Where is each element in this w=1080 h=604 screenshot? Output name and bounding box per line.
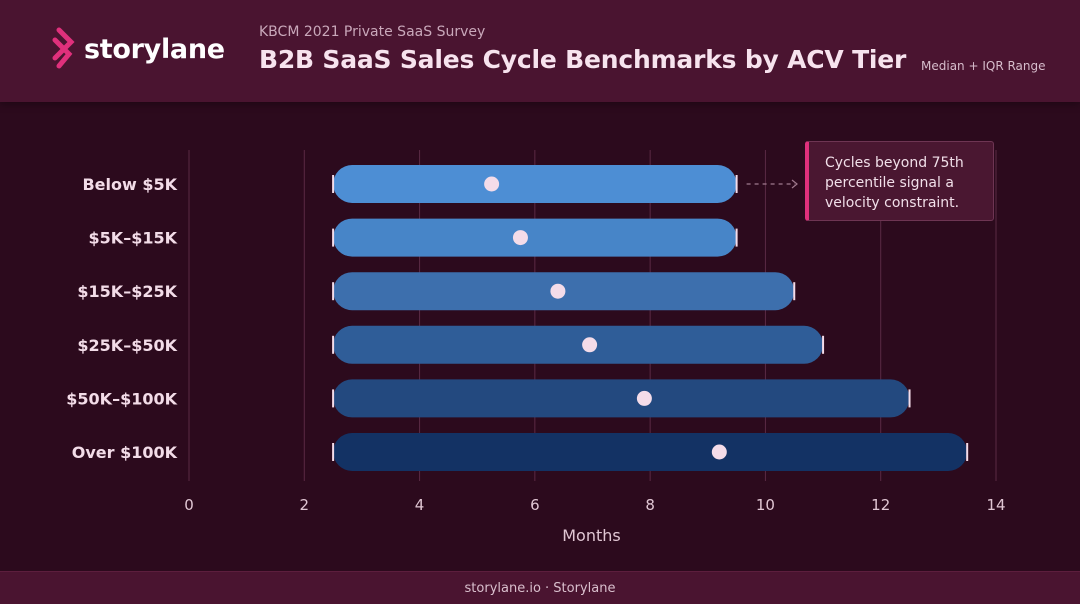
median-point (484, 176, 500, 192)
x-tick-label: 2 (300, 496, 310, 514)
category-labels: Below $5K $5K–$15K $15K–$25K $25K–$50K $50K–… (66, 175, 177, 462)
annotation-note: Cycles beyond 75th percentile signal a v… (805, 141, 994, 221)
annotation-connector (746, 179, 798, 189)
chart-title: B2B SaaS Sales Cycle Benchmarks by ACV T… (259, 45, 907, 74)
iqr-bar (333, 379, 910, 418)
iqr-bar (333, 433, 968, 471)
annotation-text: Cycles beyond 75th percentile signal a v… (825, 155, 964, 211)
footer-text: storylane.io · Storylane (464, 581, 616, 596)
x-tick-label: 8 (645, 496, 655, 514)
annotation-arrow-icon (791, 179, 798, 189)
chart-subtitle: Median + IQR Range (921, 59, 1046, 73)
x-ticks: 0 2 4 6 8 10 12 14 (184, 496, 1005, 514)
bars (332, 165, 969, 471)
header: storylane KBCM 2021 Private SaaS Survey … (0, 0, 1080, 102)
storylane-mark-icon (52, 27, 75, 69)
brand-name: storylane (84, 33, 225, 65)
category-label: $5K–$15K (89, 229, 178, 248)
chart-supertitle: KBCM 2021 Private SaaS Survey (259, 24, 486, 40)
median-point (582, 337, 598, 353)
median-point (512, 230, 528, 246)
median-point (711, 444, 727, 460)
x-tick-label: 6 (530, 496, 540, 514)
category-label: Below $5K (82, 175, 177, 194)
category-label: Over $100K (72, 443, 178, 462)
storylane-logo[interactable]: storylane (50, 27, 225, 71)
x-tick-label: 0 (184, 496, 194, 514)
x-tick-label: 4 (415, 496, 425, 514)
category-label: $15K–$25K (77, 282, 177, 301)
median-point (636, 390, 652, 406)
x-tick-label: 12 (871, 496, 890, 514)
chart-area: 0 2 4 6 8 10 12 14 Below $5K $5K–$15K $15K–$25K $2… (66, 150, 1006, 545)
category-label: $50K–$100K (66, 389, 177, 408)
footer: storylane.io · Storylane (0, 571, 1080, 604)
category-label: $25K–$50K (77, 336, 177, 355)
x-tick-label: 14 (986, 496, 1005, 514)
iqr-bar (333, 218, 737, 257)
iqr-bar (333, 325, 824, 364)
median-point (550, 283, 566, 299)
x-tick-label: 10 (756, 496, 775, 514)
x-axis-title: Months (562, 526, 620, 545)
iqr-bar (333, 165, 737, 203)
